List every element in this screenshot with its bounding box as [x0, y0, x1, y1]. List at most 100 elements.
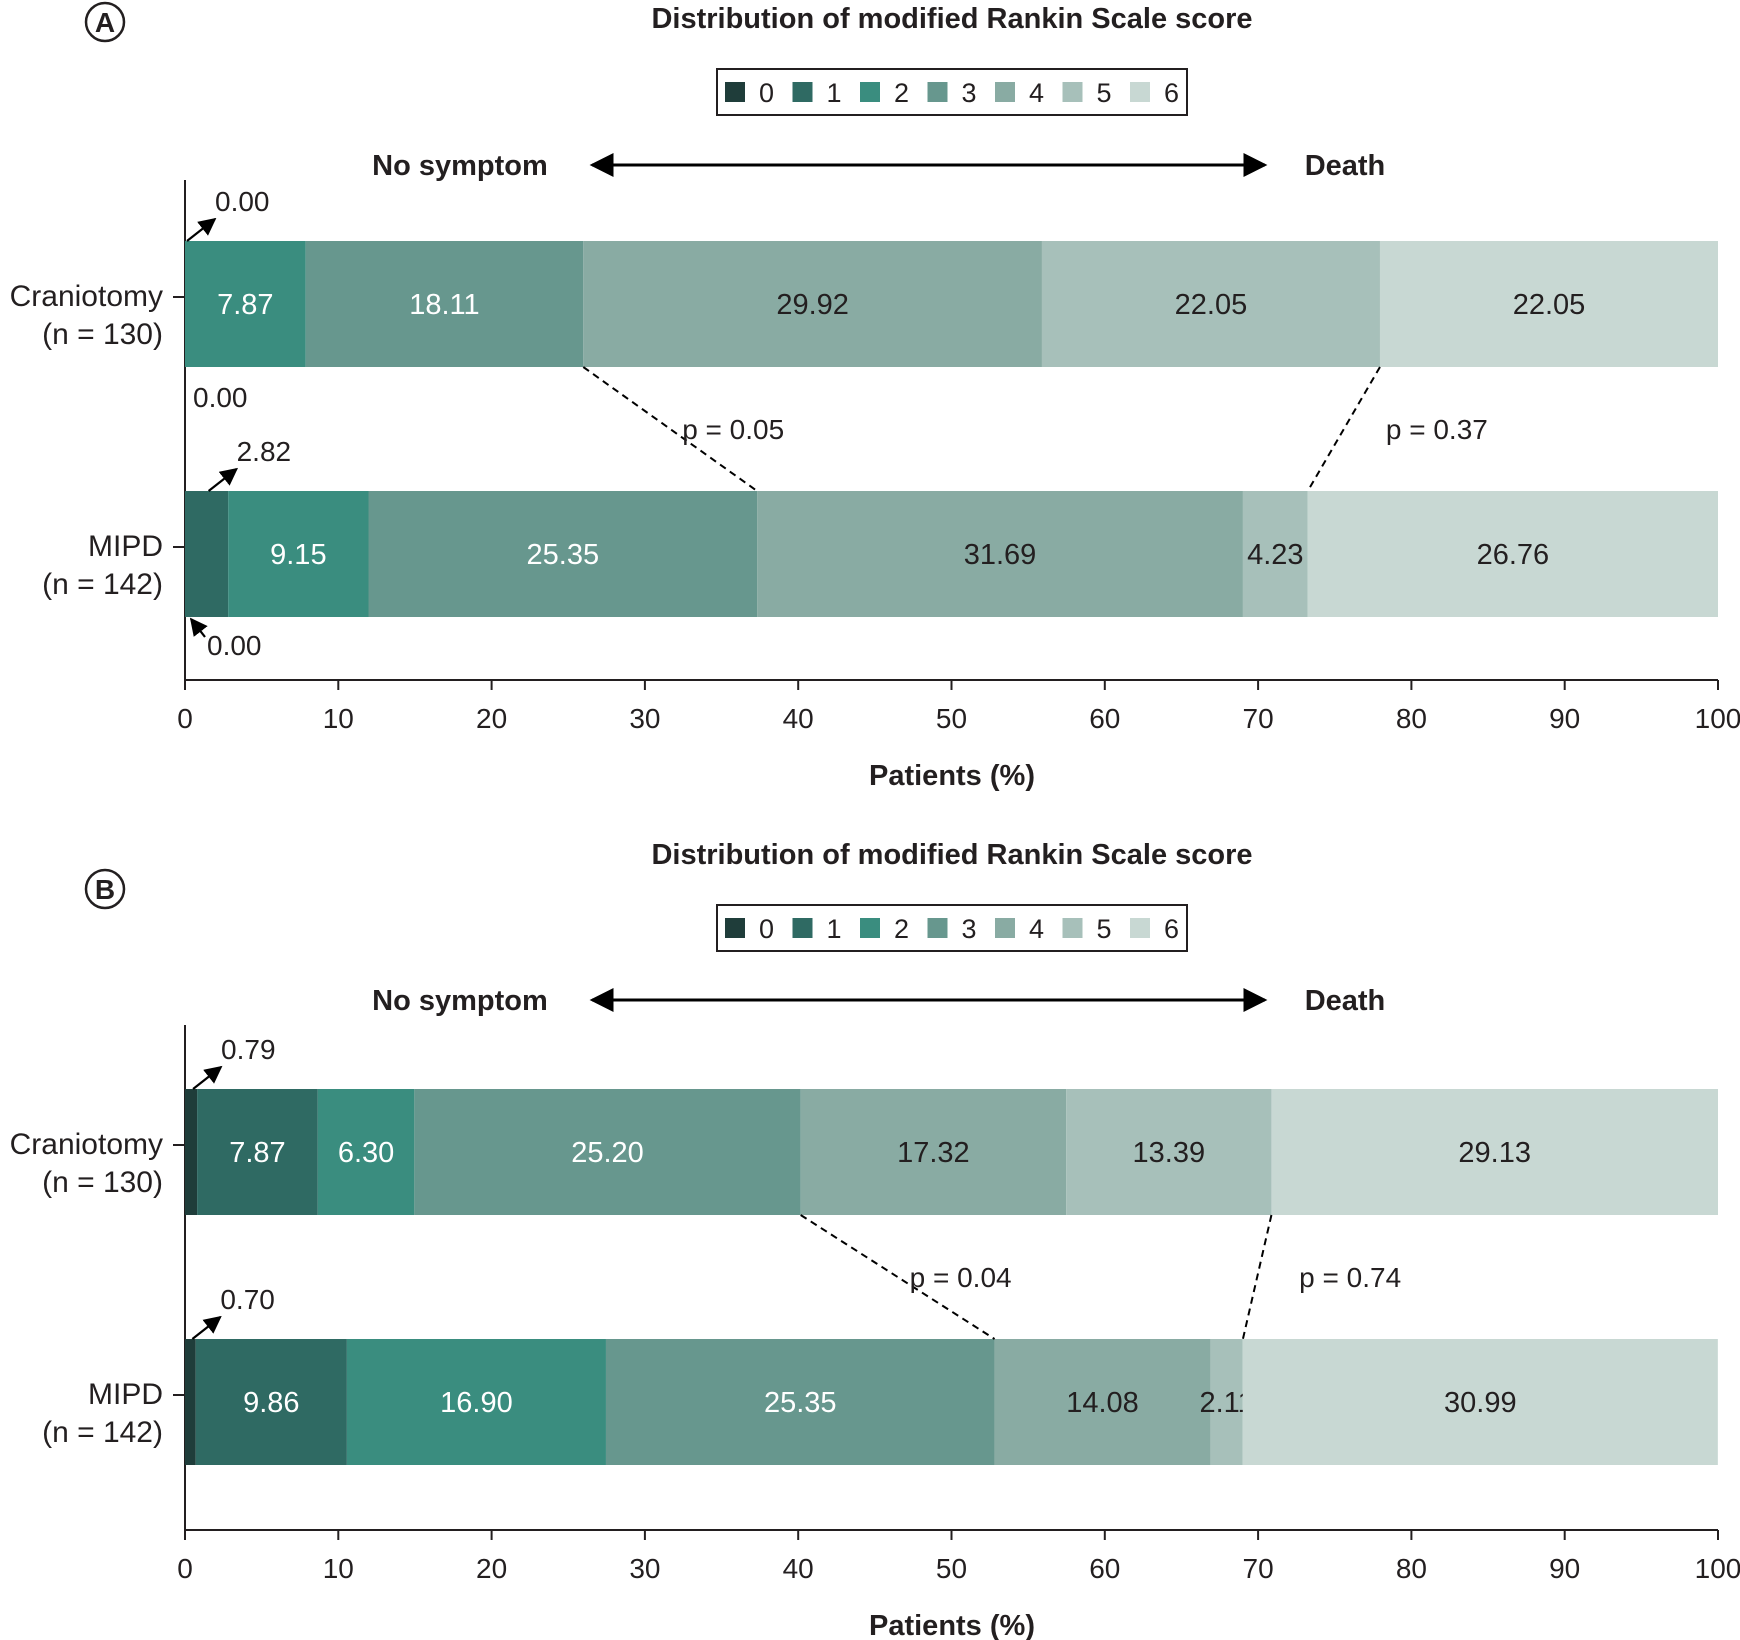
callout-arrow [191, 1315, 222, 1340]
x-tick-label: 60 [1089, 703, 1120, 734]
bar-segment-5 [1210, 1339, 1243, 1465]
legend-swatch-4 [995, 918, 1015, 938]
bar-segment-3 [368, 491, 758, 617]
x-axis-title: Patients (%) [869, 760, 1035, 792]
panel-letter: B [95, 874, 115, 905]
pvalue-connector [800, 1214, 996, 1340]
chart-title: Distribution of modified Rankin Scale sc… [651, 3, 1252, 35]
callout-arrow [189, 617, 208, 638]
callout-value: 2.82 [237, 436, 292, 467]
x-tick-label: 0 [177, 1553, 193, 1584]
scale-right-label: Death [1305, 985, 1386, 1017]
legend-label-4: 4 [1029, 78, 1044, 108]
legend-label-1: 1 [827, 78, 842, 108]
bar-segment-2 [228, 491, 369, 617]
row-label: MIPD [88, 1378, 163, 1411]
callout-arrow [186, 217, 217, 242]
x-tick-label: 0 [177, 703, 193, 734]
x-tick-label: 100 [1695, 1553, 1740, 1584]
legend-label-1: 1 [827, 914, 842, 944]
callout-arrow [192, 1065, 223, 1090]
legend-swatch-3 [927, 918, 948, 938]
x-tick-label: 10 [323, 703, 354, 734]
legend-label-5: 5 [1097, 914, 1112, 944]
legend-label-3: 3 [962, 914, 977, 944]
segment-value-label: 9.15 [270, 539, 326, 571]
bar-segment-0 [185, 1089, 198, 1215]
legend-label-0: 0 [759, 914, 774, 944]
segment-value-label: 29.92 [776, 289, 849, 321]
legend: 0 1 2 3 4 5 6 [716, 68, 1188, 116]
bar-row-0: Craniotomy (n = 130) 7.87 6.30 25.20 17.32 13.… [10, 1034, 1718, 1215]
pvalue-connector [1241, 1214, 1273, 1340]
chart-title: Distribution of modified Rankin Scale sc… [651, 839, 1252, 871]
legend-box [716, 68, 1188, 116]
bar-segment-4 [994, 1339, 1211, 1465]
legend-swatch-5 [1062, 918, 1083, 938]
panel-a: A Distribution of modified Rankin Scale s… [10, 1, 1740, 792]
segment-value-label: 17.32 [897, 1137, 970, 1169]
legend-swatch-4 [995, 82, 1015, 102]
segment-value-label: 18.11 [409, 289, 479, 321]
segment-value-label: 22.05 [1513, 289, 1586, 321]
bar-segment-5 [1066, 1089, 1272, 1215]
x-tick-label: 20 [476, 1553, 507, 1584]
legend-label-5: 5 [1097, 78, 1112, 108]
scale-left-label: No symptom [372, 985, 548, 1017]
callout-arrow [207, 467, 238, 492]
bar-row-1: MIPD(n = 142)9.86 16.90 25.35 14.08 2.11 30.9… [42, 1284, 1718, 1465]
x-tick-label: 80 [1396, 1553, 1427, 1584]
panel-b: B Distribution of modified Rankin Scale s… [10, 839, 1740, 1640]
legend-swatch-1 [792, 918, 813, 938]
legend-label-0: 0 [759, 78, 774, 108]
legend-swatch-3 [927, 82, 948, 102]
segment-value-label: 7.87 [217, 289, 273, 321]
bar-segment-6 [1242, 1339, 1718, 1465]
x-tick-label: 60 [1089, 1553, 1120, 1584]
legend-swatch-1 [792, 82, 813, 102]
callout-value: 0.00 [215, 186, 270, 217]
row-label: Craniotomy [10, 280, 163, 313]
bar-row-0: Craniotomy (n = 130) 7.87 18.11 29.92 22.05 22… [10, 186, 1718, 413]
segment-value-label: 6.30 [338, 1137, 394, 1169]
row-sublabel: (n = 142) [42, 568, 163, 601]
x-tick-label: 30 [629, 703, 660, 734]
legend-label-6: 6 [1164, 914, 1179, 944]
callout-value: 0.70 [220, 1284, 274, 1315]
legend: 0 1 2 3 4 5 6 [716, 904, 1188, 952]
x-tick-label: 40 [783, 703, 814, 734]
legend-label-4: 4 [1029, 914, 1044, 944]
pvalue-label: p = 0.05 [682, 414, 784, 445]
bar-segment-3 [414, 1089, 801, 1215]
segment-value-label: 22.05 [1175, 289, 1248, 321]
row-sublabel: (n = 142) [42, 1416, 163, 1449]
x-tick-label: 40 [783, 1553, 814, 1584]
legend-swatch-2 [860, 82, 880, 102]
bar-segment-1 [197, 1089, 318, 1215]
bar-segment-4 [583, 241, 1042, 367]
bar-segment-3 [605, 1339, 995, 1465]
segment-value-label: 25.20 [571, 1137, 644, 1169]
x-tick-label: 20 [476, 703, 507, 734]
pvalue-label: p = 0.37 [1386, 414, 1488, 445]
x-tick-label: 10 [323, 1553, 354, 1584]
row-label: MIPD [88, 530, 163, 563]
pvalue-label: p = 0.04 [910, 1262, 1012, 1293]
legend-swatch-6 [1130, 918, 1150, 938]
segment-value-label: 13.39 [1133, 1137, 1206, 1169]
bar-segment-5 [1041, 241, 1380, 367]
bar-segment-6 [1307, 491, 1718, 617]
x-tick-label: 50 [936, 703, 967, 734]
panel-letter-circle [84, 1, 126, 43]
bar-segment-2 [185, 241, 306, 367]
bar-segment-6 [1271, 1089, 1718, 1215]
panel-letter-circle [84, 868, 126, 910]
segment-value-label: 16.90 [440, 1387, 513, 1419]
row-sublabel: (n = 130) [42, 1166, 163, 1199]
legend-label-6: 6 [1164, 78, 1179, 108]
pvalue-connector [1306, 366, 1381, 492]
callout-value: 0.79 [221, 1034, 276, 1065]
x-tick-label: 90 [1549, 1553, 1580, 1584]
scale-left-label: No symptom [372, 150, 548, 182]
